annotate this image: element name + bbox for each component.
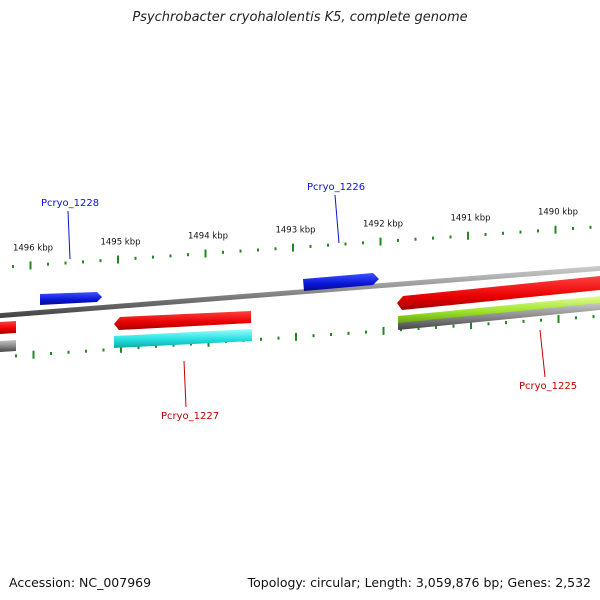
upper-minor-tick	[257, 248, 259, 252]
upper-minor-tick	[589, 225, 592, 229]
gene-pcryo-1228[interactable]	[40, 292, 102, 305]
lower-minor-tick	[155, 344, 157, 348]
lower-minor-tick	[505, 321, 507, 325]
lower-major-tick	[557, 315, 560, 323]
gene-left-edge-red[interactable]	[0, 321, 16, 334]
upper-minor-tick	[222, 250, 224, 254]
upper-major-tick	[29, 261, 32, 270]
upper-minor-tick	[274, 247, 277, 251]
lower-minor-tick	[347, 331, 350, 335]
upper-major-tick	[292, 243, 294, 252]
upper-minor-tick	[99, 259, 102, 263]
lower-tick-row	[15, 315, 595, 359]
gene-pcryo-1226[interactable]	[303, 273, 379, 291]
upper-minor-tick	[239, 249, 242, 253]
upper-minor-tick	[47, 262, 49, 266]
upper-minor-tick	[519, 230, 522, 234]
upper-minor-tick	[414, 237, 417, 241]
upper-major-tick	[204, 249, 207, 258]
cds-pcryo-1227[interactable]	[114, 329, 252, 348]
upper-minor-tick	[362, 241, 364, 245]
lower-minor-tick	[260, 337, 262, 341]
tick-label-1493: 1493 kbp	[275, 225, 315, 235]
label-pcryo-1227: Pcryo_1227	[161, 411, 219, 422]
genome-backbone	[0, 265, 600, 319]
leader-pcryo-1227	[183, 360, 187, 408]
upper-minor-tick	[432, 236, 434, 240]
feature-green[interactable]	[398, 296, 600, 325]
upper-minor-tick	[134, 256, 137, 260]
upper-minor-tick	[397, 238, 399, 242]
lower-minor-tick	[452, 324, 455, 328]
lower-minor-tick	[435, 325, 437, 329]
leader-pcryo-1226	[334, 194, 340, 244]
upper-major-tick	[379, 237, 382, 246]
tick-label-1492: 1492 kbp	[363, 220, 403, 230]
upper-tick-row	[12, 225, 592, 270]
upper-minor-tick	[82, 260, 84, 264]
lower-minor-tick	[365, 330, 367, 334]
label-pcryo-1228: Pcryo_1228	[41, 198, 99, 209]
lower-major-tick	[120, 344, 122, 353]
tick-label-1490: 1490 kbp	[538, 208, 578, 218]
genome-summary-text: Topology: circular; Length: 3,059,876 bp…	[247, 575, 591, 590]
lower-minor-tick	[330, 333, 332, 336]
upper-major-tick	[467, 231, 469, 240]
tick-label-row: 1496 kbp 1495 kbp 1494 kbp 1493 kbp 1492 kbp…	[13, 208, 578, 254]
lower-minor-tick	[15, 354, 17, 358]
upper-minor-tick	[169, 254, 172, 258]
lower-minor-tick	[312, 334, 315, 338]
lower-minor-tick	[277, 336, 280, 340]
lower-minor-tick	[85, 349, 87, 353]
upper-minor-tick	[537, 229, 539, 233]
upper-minor-tick	[502, 231, 504, 235]
upper-minor-tick	[152, 255, 154, 259]
lower-minor-tick	[172, 343, 175, 347]
upper-minor-tick	[12, 265, 14, 269]
upper-minor-tick	[327, 243, 329, 247]
upper-minor-tick	[64, 261, 67, 265]
lower-major-tick	[470, 321, 472, 329]
label-pcryo-1226: Pcryo_1226	[307, 182, 365, 193]
gene-pcryo-1227[interactable]	[114, 311, 251, 330]
upper-major-tick	[117, 255, 119, 264]
lower-minor-tick	[592, 315, 595, 319]
leader-pcryo-1228	[67, 210, 71, 260]
lower-major-tick	[382, 326, 385, 335]
upper-minor-tick	[187, 253, 189, 257]
upper-minor-tick	[449, 235, 452, 239]
lower-minor-tick	[522, 319, 525, 323]
lower-minor-tick	[540, 318, 542, 322]
lower-minor-tick	[137, 346, 140, 350]
upper-minor-tick	[484, 233, 487, 236]
tick-label-1491: 1491 kbp	[450, 214, 490, 224]
lower-minor-tick	[417, 327, 420, 330]
feature-gray-left[interactable]	[0, 340, 16, 352]
tick-label-1494: 1494 kbp	[188, 231, 228, 241]
tick-label-1496: 1496 kbp	[13, 243, 53, 253]
upper-minor-tick	[344, 242, 347, 246]
label-pcryo-1225: Pcryo_1225	[519, 381, 577, 392]
upper-major-tick	[554, 225, 557, 234]
accession-text: Accession: NC_007969	[9, 575, 152, 590]
gene-pcryo-1225[interactable]	[397, 276, 600, 310]
lower-minor-tick	[50, 352, 52, 355]
lower-major-tick	[32, 350, 35, 359]
upper-minor-tick	[309, 244, 312, 248]
lower-minor-tick	[102, 348, 105, 352]
feature-gray-right[interactable]	[398, 303, 600, 330]
lower-major-tick	[295, 332, 297, 341]
map-title: Psychrobacter cryohalolentis K5, complet…	[132, 10, 468, 25]
lower-minor-tick	[67, 350, 70, 354]
tick-label-1495: 1495 kbp	[100, 237, 140, 247]
upper-minor-tick	[572, 227, 574, 230]
leader-pcryo-1225	[539, 329, 546, 378]
lower-minor-tick	[575, 316, 577, 320]
lower-minor-tick	[487, 322, 490, 326]
